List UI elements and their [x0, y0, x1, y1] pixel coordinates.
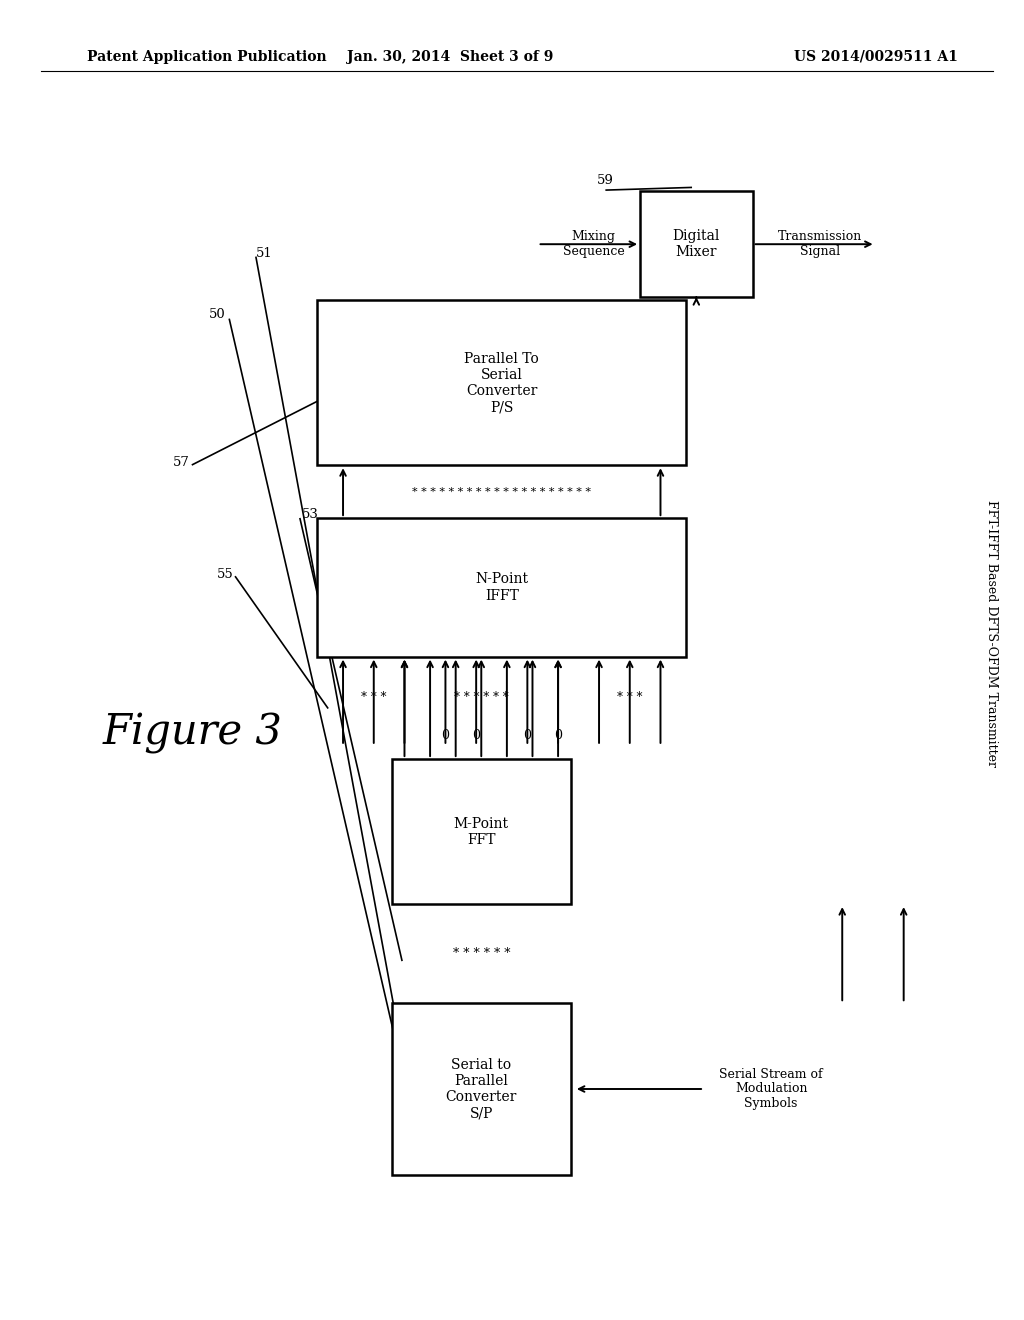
Text: FFT-IFFT Based DFTS-OFDM Transmitter: FFT-IFFT Based DFTS-OFDM Transmitter	[985, 500, 997, 767]
Bar	[317, 517, 686, 656]
Text: Serial Stream of
Modulation
Symbols: Serial Stream of Modulation Symbols	[719, 1068, 823, 1110]
Text: 0: 0	[441, 729, 450, 742]
Text: Mixing
Sequence: Mixing Sequence	[563, 230, 625, 259]
Text: * * * * * *: * * * * * *	[453, 948, 510, 960]
Text: Jan. 30, 2014  Sheet 3 of 9: Jan. 30, 2014 Sheet 3 of 9	[347, 50, 554, 63]
Text: 55: 55	[217, 568, 233, 581]
Bar	[391, 1003, 570, 1175]
Text: M-Point
FFT: M-Point FFT	[454, 817, 509, 846]
Text: * * *: * * *	[617, 690, 642, 704]
Text: 0: 0	[472, 729, 480, 742]
Text: Figure 3: Figure 3	[102, 711, 283, 754]
Text: * * *: * * *	[361, 690, 386, 704]
Text: 59: 59	[597, 174, 613, 187]
Text: Transmission
Signal: Transmission Signal	[778, 230, 862, 259]
Text: 53: 53	[302, 508, 318, 521]
Text: Patent Application Publication: Patent Application Publication	[87, 50, 327, 63]
Text: N-Point
IFFT: N-Point IFFT	[475, 573, 528, 602]
Text: * * * * * *: * * * * * *	[454, 690, 509, 704]
Text: 51: 51	[256, 247, 272, 260]
Text: US 2014/0029511 A1: US 2014/0029511 A1	[794, 50, 957, 63]
Bar	[317, 301, 686, 466]
Text: 0: 0	[523, 729, 531, 742]
Bar	[391, 759, 570, 904]
Text: Parallel To
Serial
Converter
P/S: Parallel To Serial Converter P/S	[465, 351, 539, 414]
Text: Serial to
Parallel
Converter
S/P: Serial to Parallel Converter S/P	[445, 1057, 517, 1121]
Text: * * * * * * * * * * * * * * * * * * * *: * * * * * * * * * * * * * * * * * * * *	[413, 487, 591, 496]
Text: 50: 50	[209, 308, 225, 321]
Text: 0: 0	[554, 729, 562, 742]
Text: Digital
Mixer: Digital Mixer	[673, 230, 720, 259]
Text: 57: 57	[173, 455, 189, 469]
Bar	[640, 191, 753, 297]
